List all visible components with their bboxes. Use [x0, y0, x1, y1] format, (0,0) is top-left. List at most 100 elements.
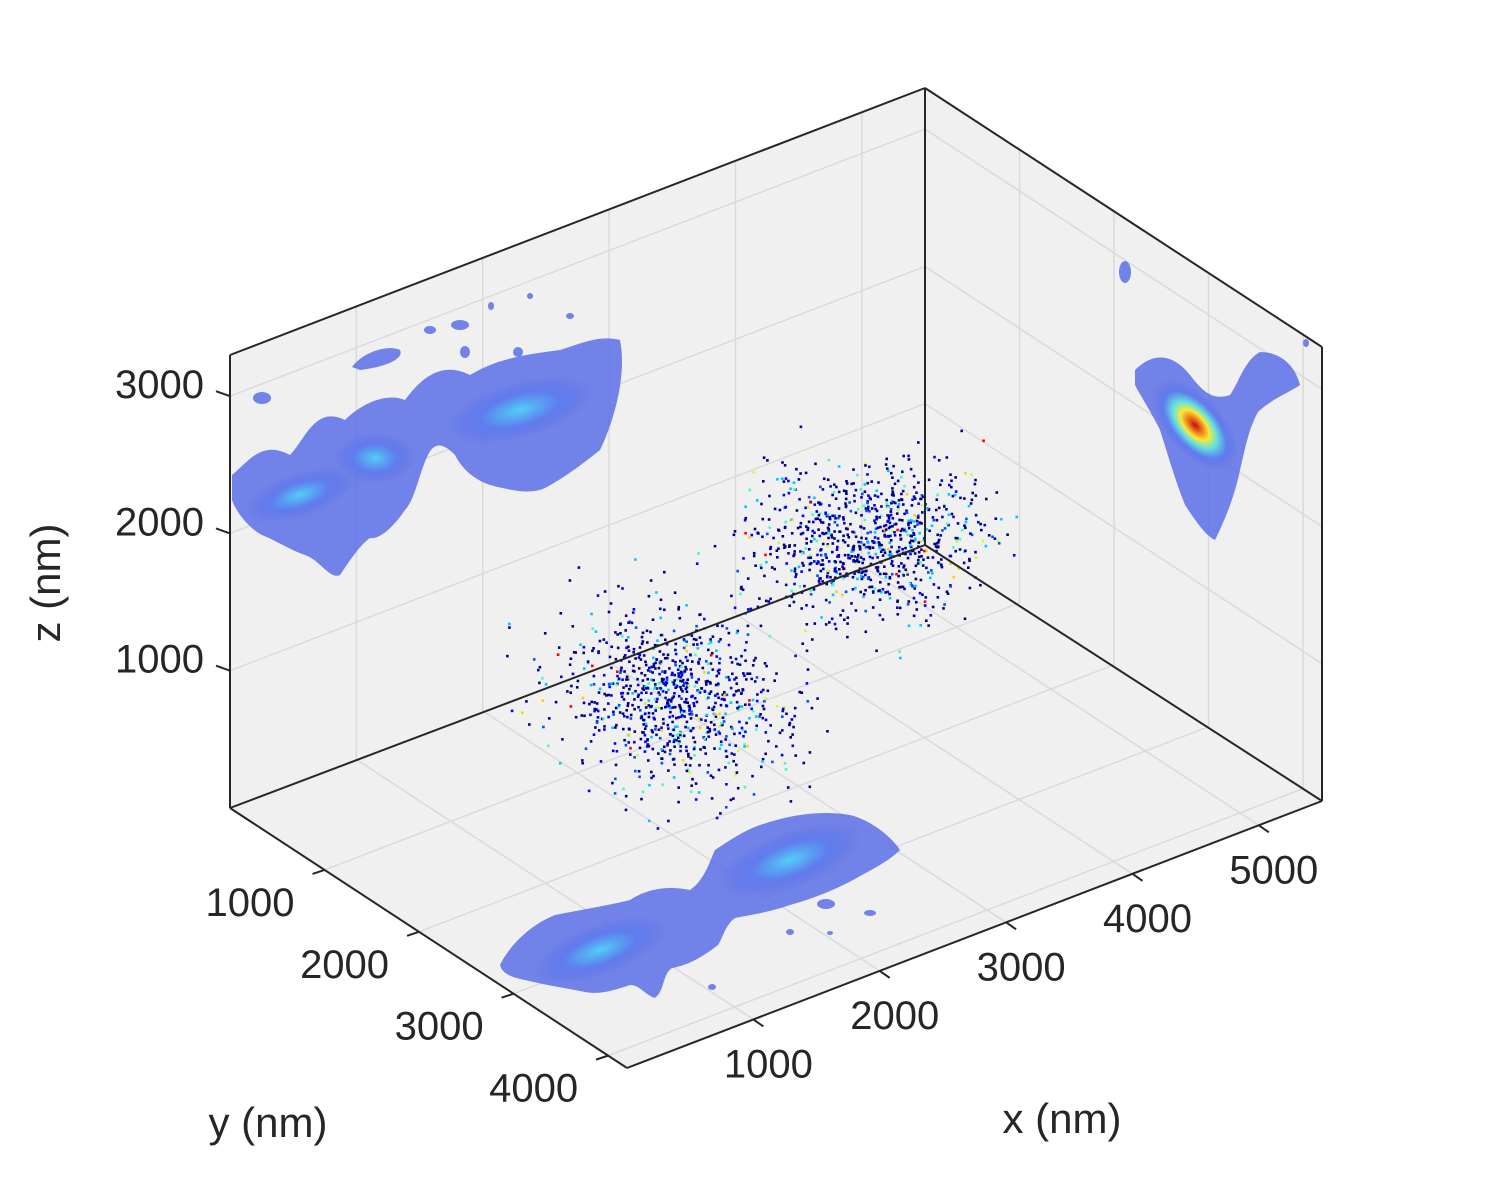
scatter-point	[909, 552, 912, 556]
scatter-point	[655, 700, 658, 703]
scatter-point	[610, 645, 613, 649]
scatter-point	[656, 639, 659, 642]
scatter-point	[862, 595, 865, 599]
scatter-point	[713, 544, 717, 548]
scatter-point	[682, 710, 686, 713]
scatter-point	[703, 617, 706, 621]
scatter-point	[714, 713, 717, 716]
scatter-point	[730, 725, 733, 729]
scatter-point	[827, 523, 831, 526]
scatter-point	[695, 714, 698, 717]
scatter-point	[733, 732, 736, 736]
scatter-point	[853, 560, 857, 563]
scatter-point	[901, 489, 905, 493]
scatter-point	[864, 464, 867, 467]
scatter-point	[707, 735, 711, 738]
scatter-point	[905, 530, 908, 533]
scatter-point	[844, 502, 847, 505]
scatter-point	[706, 726, 709, 729]
scatter-point	[642, 654, 646, 657]
scatter-point	[682, 671, 685, 674]
scatter-point	[724, 766, 727, 769]
scatter-point	[695, 562, 699, 565]
scatter-point	[650, 678, 653, 682]
scatter-point	[921, 495, 925, 499]
scatter-point	[789, 487, 792, 491]
scatter-point	[902, 529, 906, 532]
scatter-point	[906, 573, 909, 576]
scatter-point	[985, 497, 988, 501]
scatter-point	[868, 465, 871, 469]
scatter-point	[667, 688, 670, 692]
scatter-point	[685, 749, 688, 753]
scatter-point	[789, 736, 792, 739]
scatter-point	[744, 516, 748, 520]
scatter-point	[857, 553, 860, 557]
scatter-point	[655, 733, 658, 737]
scatter-point	[709, 653, 713, 657]
scatter-point	[642, 718, 645, 722]
scatter-point	[883, 551, 887, 555]
scatter-point	[626, 702, 630, 705]
scatter-point	[837, 555, 840, 558]
scatter-point	[841, 539, 845, 542]
scatter-point	[866, 500, 869, 503]
scatter-point	[613, 742, 617, 745]
scatter-point	[645, 687, 648, 690]
scatter-point	[734, 744, 737, 747]
scatter-point	[660, 677, 664, 681]
scatter-point	[676, 678, 679, 681]
scatter-point	[690, 676, 694, 679]
scatter-point	[708, 729, 712, 733]
scatter-point	[870, 480, 873, 483]
scatter-point	[692, 747, 696, 751]
scatter-point	[634, 626, 638, 629]
scatter-point	[631, 611, 635, 614]
scatter-point	[679, 715, 683, 719]
scatter-point	[888, 541, 892, 545]
scatter-point	[751, 774, 754, 778]
scatter-point	[640, 715, 644, 719]
scatter-point	[937, 586, 941, 590]
scatter-point	[937, 506, 941, 510]
scatter-point	[833, 567, 837, 571]
scatter-point	[729, 656, 732, 659]
scatter-point	[603, 728, 606, 731]
scatter-point	[952, 515, 955, 519]
scatter-point	[899, 533, 902, 537]
scatter-point	[665, 704, 669, 707]
scatter-point	[983, 523, 987, 527]
scatter-point	[827, 560, 831, 563]
scatter-point	[784, 583, 788, 587]
scatter-point	[680, 697, 683, 700]
scatter-point	[674, 725, 677, 729]
scatter-point	[750, 533, 754, 537]
scatter-point	[852, 544, 856, 548]
scatter-point	[854, 511, 858, 515]
scatter-point	[624, 808, 628, 812]
scatter-point	[808, 568, 811, 572]
scatter-point	[792, 481, 796, 484]
scatter-point	[639, 709, 642, 712]
scatter-point	[831, 542, 835, 545]
scatter-point	[761, 535, 764, 539]
scatter-point	[867, 494, 870, 497]
scatter-point	[677, 716, 680, 719]
scatter-point	[935, 549, 938, 553]
scatter-point	[698, 636, 702, 639]
scatter-point	[847, 536, 851, 539]
y-tick	[312, 868, 325, 875]
scatter-point	[689, 668, 693, 671]
scatter-point	[837, 507, 841, 510]
scatter-point	[734, 774, 737, 777]
scatter-point	[644, 724, 648, 728]
scatter-point	[852, 531, 856, 534]
scatter-point	[644, 712, 647, 715]
scatter-point	[818, 512, 822, 515]
scatter-point	[684, 665, 687, 669]
scatter-point	[624, 629, 627, 632]
scatter-point	[871, 556, 874, 560]
scatter-point	[871, 539, 874, 543]
scatter-point	[982, 439, 985, 443]
scatter-point	[866, 545, 870, 549]
